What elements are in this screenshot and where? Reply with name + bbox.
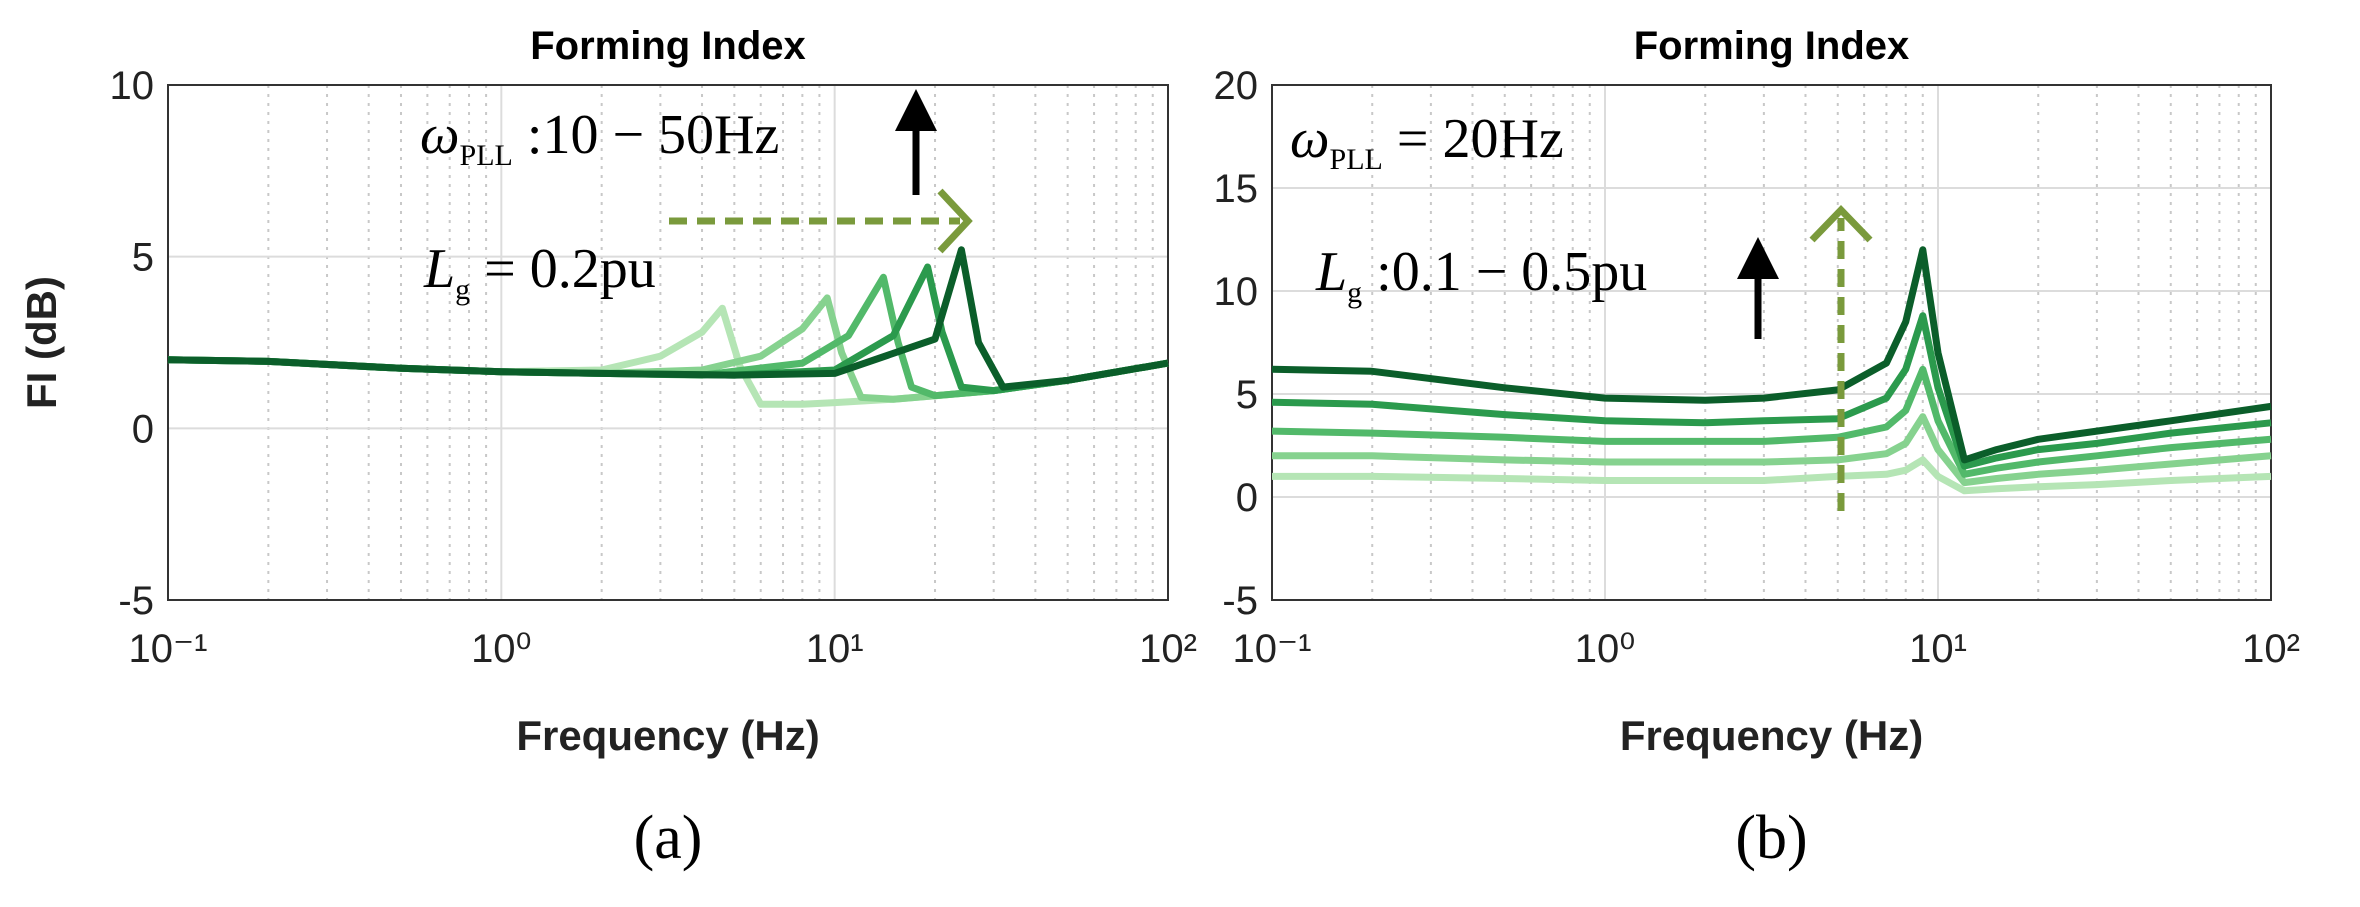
x-tick-label: 10¹ <box>806 627 864 671</box>
y-axis-label: FI (dB) <box>18 276 65 409</box>
chart-title: Forming Index <box>530 24 806 68</box>
annotation-part: = 0.2pu <box>470 238 656 300</box>
x-tick-label: 10⁻¹ <box>1233 627 1312 671</box>
annotation: Lg = 0.2pu <box>423 238 656 306</box>
annotation: ωPLL :10 − 50Hz <box>420 104 779 172</box>
y-tick-label: 15 <box>1214 167 1259 211</box>
caption: (b) <box>1735 804 1807 872</box>
series-line <box>1272 413 2272 487</box>
chart-title: Forming Index <box>1634 24 1910 68</box>
plot-frame <box>1271 84 2272 601</box>
series-line <box>1271 312 2272 470</box>
x-tick-label: 10² <box>1139 627 1197 671</box>
y-tick-label: -5 <box>118 579 154 623</box>
annotation-part: g <box>455 273 470 306</box>
caption: (a) <box>634 804 703 872</box>
y-tick-label: 5 <box>132 236 154 280</box>
x-axis-label: Frequency (Hz) <box>1620 712 1923 759</box>
annotation-part: = 20Hz <box>1383 108 1564 170</box>
annotation-part: L <box>423 238 455 300</box>
series-line <box>1271 246 2272 464</box>
series-line <box>167 246 1169 391</box>
x-tick-label: 10⁰ <box>1575 627 1636 671</box>
x-axis-label: Frequency (Hz) <box>516 712 819 759</box>
y-tick-label: 0 <box>132 407 154 451</box>
annotation-part: :10 − 50Hz <box>513 104 779 166</box>
x-tick-label: 10¹ <box>1909 627 1967 671</box>
annotation: Lg :0.1 − 0.5pu <box>1315 241 1647 309</box>
y-tick-label: 10 <box>110 64 155 108</box>
annotation-part: ω <box>420 104 460 166</box>
annotation-part: g <box>1347 276 1362 309</box>
y-tick-label: 5 <box>1236 373 1258 417</box>
series-line <box>1272 456 2272 495</box>
y-tick-label: 20 <box>1214 64 1259 108</box>
arrow-head <box>937 188 973 254</box>
y-tick-label: 0 <box>1236 476 1258 520</box>
x-tick-label: 10² <box>2242 627 2300 671</box>
annotation-part: PLL <box>1330 143 1383 176</box>
plot-frame <box>167 84 1169 601</box>
y-tick-label: 10 <box>1214 270 1259 314</box>
annotation-part: L <box>1315 241 1347 303</box>
arrow-head <box>1809 204 1873 243</box>
annotation: ωPLL = 20Hz <box>1290 108 1564 176</box>
y-tick-label: -5 <box>1222 579 1258 623</box>
series-line <box>1271 365 2272 478</box>
x-tick-label: 10⁰ <box>471 627 532 671</box>
annotation-part: :0.1 − 0.5pu <box>1362 241 1647 303</box>
x-tick-label: 10⁻¹ <box>129 627 208 671</box>
annotation-part: ω <box>1290 108 1330 170</box>
series-line <box>167 273 1169 400</box>
annotation-part: PLL <box>460 139 513 172</box>
